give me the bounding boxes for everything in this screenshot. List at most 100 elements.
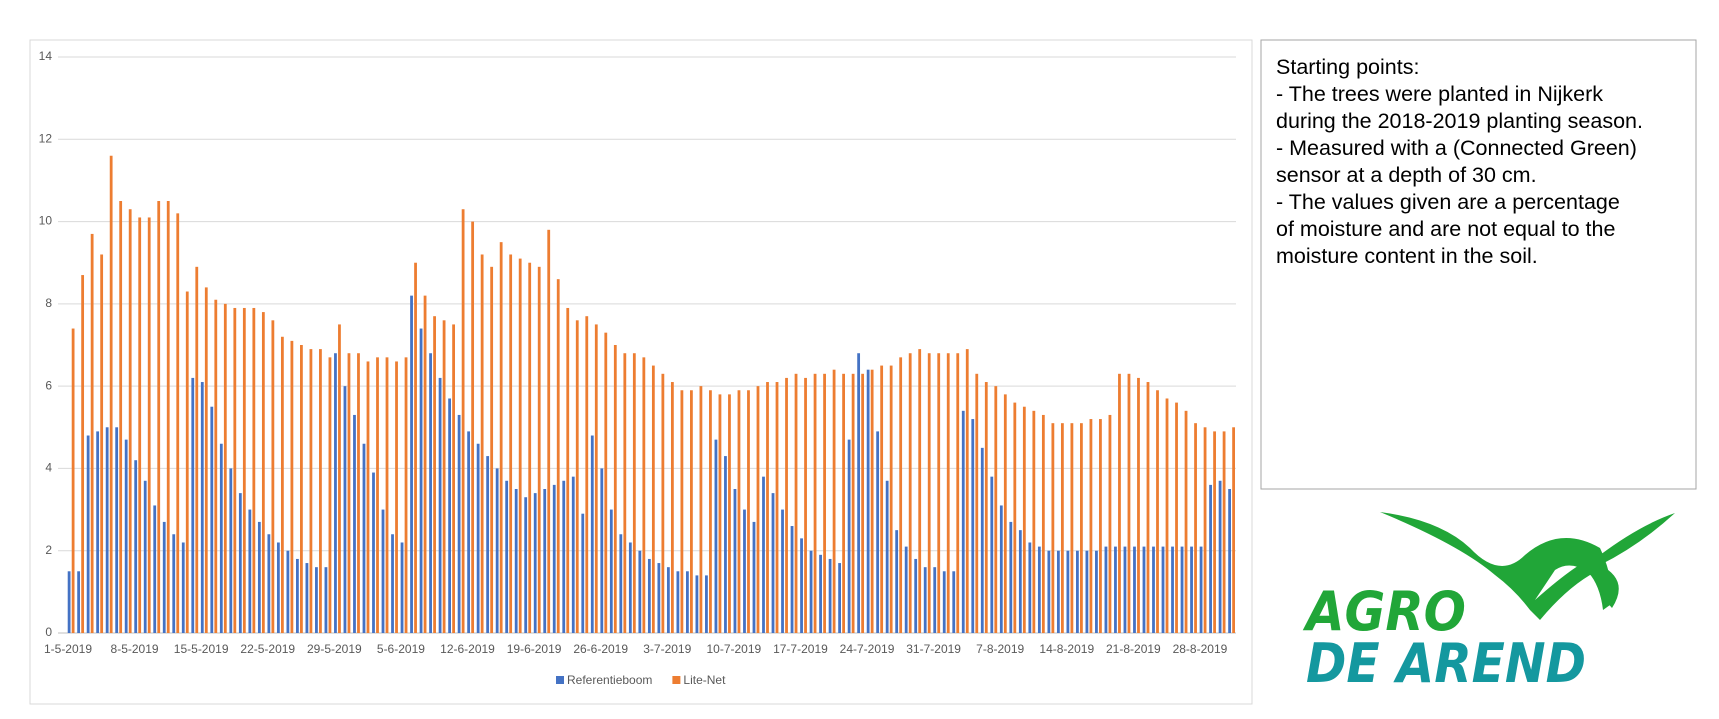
bar: [562, 480, 566, 633]
bar: [467, 431, 471, 633]
bar: [315, 567, 318, 633]
bar: [695, 575, 699, 633]
bar: [923, 567, 927, 633]
x-tick-label: 12-6-2019: [440, 642, 495, 656]
bar: [419, 328, 423, 633]
bar: [766, 382, 769, 633]
bar: [575, 320, 579, 633]
bar: [1175, 402, 1178, 633]
bar: [990, 476, 994, 633]
legend-label: Referentieboom: [567, 673, 652, 687]
x-tick-label: 3-7-2019: [643, 642, 691, 656]
x-tick-label: 14-8-2019: [1039, 642, 1094, 656]
bar: [961, 410, 965, 633]
bar: [1070, 423, 1074, 633]
bar: [657, 563, 661, 633]
bar: [200, 382, 204, 633]
bar: [628, 542, 632, 633]
bar: [1127, 373, 1131, 633]
bar: [771, 493, 775, 633]
x-tick-label: 21-8-2019: [1106, 642, 1161, 656]
y-tick-label: 6: [45, 378, 52, 392]
bar: [524, 497, 528, 633]
bar: [1076, 550, 1079, 633]
bar: [885, 480, 889, 633]
bar: [414, 262, 417, 633]
bar: [400, 542, 404, 633]
bar: [600, 468, 604, 633]
bar: [433, 316, 436, 633]
bar: [319, 349, 322, 633]
bar: [1203, 427, 1207, 633]
bar: [866, 369, 870, 633]
notes-box: [1260, 39, 1697, 490]
y-tick-label: 2: [45, 543, 52, 557]
x-tick-label: 24-7-2019: [840, 642, 895, 656]
bar: [357, 353, 360, 633]
notes-lines: - The trees were planted in Nijkerk durin…: [1276, 82, 1643, 268]
bar: [404, 357, 408, 633]
bar: [975, 373, 979, 633]
y-tick-label: 12: [39, 131, 53, 145]
bar: [876, 431, 880, 633]
bar: [324, 567, 328, 633]
bar: [927, 353, 931, 633]
bar: [509, 254, 513, 633]
bar: [276, 542, 280, 633]
bar: [737, 390, 741, 633]
bar: [946, 353, 950, 633]
bar: [1146, 382, 1150, 633]
bar: [1232, 427, 1235, 633]
bar: [86, 435, 90, 633]
note-line: - Measured with a (Connected Green): [1276, 136, 1637, 160]
bar: [476, 443, 480, 633]
bar: [705, 575, 708, 633]
bar: [353, 414, 356, 633]
bar: [499, 242, 503, 633]
bar: [1137, 377, 1140, 633]
bar: [309, 349, 313, 633]
bar: [1165, 398, 1169, 633]
bar: [857, 353, 861, 633]
note-line: moisture content in the soil.: [1276, 244, 1538, 268]
bar: [889, 365, 893, 633]
note-line: - The trees were planted in Nijkerk: [1276, 82, 1603, 106]
bar: [699, 386, 703, 633]
bar: [1085, 550, 1089, 633]
bar: [1032, 410, 1036, 633]
bar: [238, 493, 242, 633]
bar: [147, 217, 151, 633]
bar: [743, 509, 746, 633]
bar: [1060, 423, 1064, 633]
y-tick-label: 4: [45, 461, 52, 475]
bar: [666, 567, 670, 633]
bar: [1018, 530, 1022, 633]
bar: [1047, 550, 1051, 633]
bar: [157, 201, 161, 633]
bar: [100, 254, 104, 633]
bar: [1209, 484, 1212, 633]
bar: [661, 373, 665, 633]
bar: [191, 377, 195, 633]
bar: [495, 468, 499, 633]
bar: [1161, 546, 1165, 633]
bar: [724, 456, 727, 633]
bar: [1114, 546, 1117, 633]
bar: [219, 443, 223, 633]
bar: [1180, 546, 1184, 633]
bar: [267, 534, 271, 633]
bar: [752, 521, 756, 633]
bar: [904, 546, 908, 633]
bar: [813, 373, 817, 633]
bar: [851, 373, 855, 633]
bar: [442, 320, 446, 633]
notes-title: Starting points:: [1276, 55, 1419, 79]
bar: [514, 489, 518, 633]
bar: [609, 509, 613, 633]
bar: [77, 571, 81, 633]
logo-swoosh: [1380, 512, 1675, 620]
bar: [280, 336, 284, 633]
bar: [391, 534, 394, 633]
bar: [376, 357, 379, 633]
